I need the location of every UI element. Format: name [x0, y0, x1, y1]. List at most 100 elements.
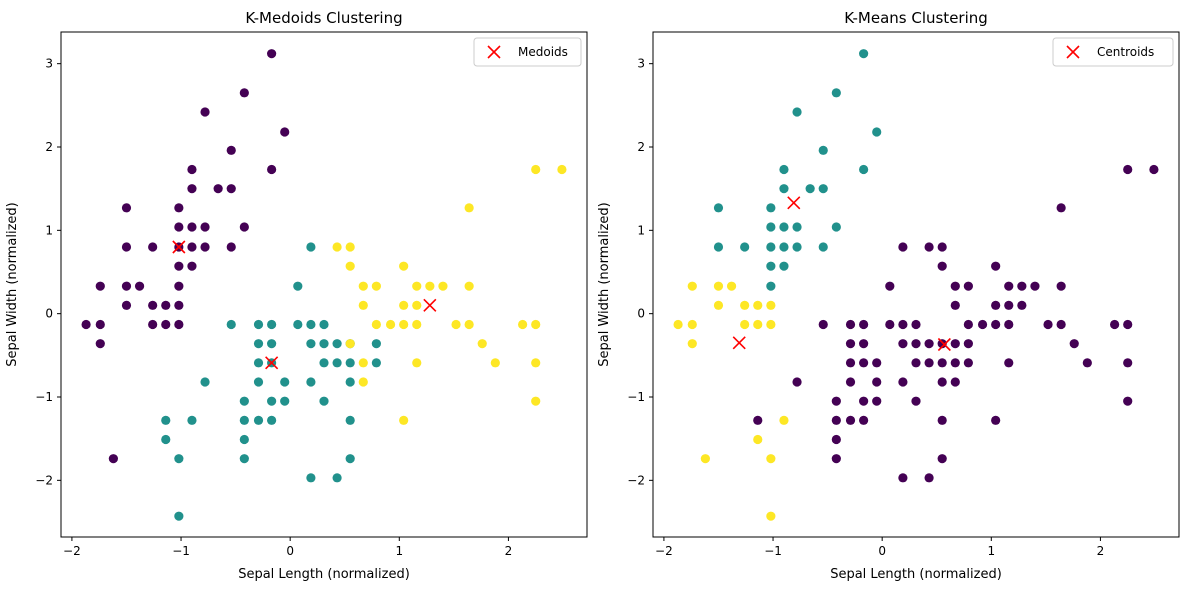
data-point [358, 300, 368, 310]
kmedoids-xtick-label: −2 [63, 544, 81, 558]
data-point [239, 415, 249, 425]
kmeans-panel: K-Means Clustering −2 −1 0 1 2 −2 −1 0 1 2 3 Sepal L… [597, 9, 1180, 582]
data-point [239, 222, 249, 232]
data-point [518, 319, 528, 330]
data-point [753, 434, 763, 445]
data-point [267, 49, 277, 59]
data-point [187, 164, 197, 175]
data-point [1056, 281, 1066, 291]
kmedoids-xtick-label: 0 [286, 544, 294, 558]
data-point [121, 203, 132, 213]
data-point [792, 222, 802, 232]
data-point [963, 319, 973, 330]
data-point [713, 281, 724, 291]
data-point [148, 300, 158, 310]
data-point [1123, 358, 1133, 368]
data-point [253, 415, 264, 425]
data-point [267, 319, 277, 330]
data-point [557, 164, 567, 175]
data-point [81, 319, 91, 330]
data-point [831, 222, 841, 232]
center-marker [732, 336, 746, 350]
data-point [1017, 300, 1027, 310]
data-point [174, 281, 184, 291]
data-point [174, 203, 184, 213]
center-marker-stroke-b [172, 240, 186, 254]
data-point [319, 396, 329, 406]
data-point [872, 396, 882, 406]
data-point [872, 358, 882, 368]
data-point [345, 339, 355, 349]
data-point [187, 261, 197, 271]
data-point [399, 300, 409, 310]
data-point [253, 358, 264, 368]
data-point [937, 454, 947, 464]
data-point [687, 281, 697, 291]
data-point [977, 319, 988, 330]
data-point [845, 358, 856, 368]
kmeans-legend-box [1052, 37, 1174, 67]
center-marker-stroke-b [787, 196, 801, 210]
kmedoids-legend: Medoids [473, 37, 582, 67]
data-point [805, 184, 815, 194]
data-point [687, 339, 697, 349]
data-point [766, 300, 776, 310]
data-point [963, 281, 973, 291]
kmedoids-ylabel: Sepal Width (normalized) [5, 202, 20, 367]
data-point [991, 415, 1001, 425]
center-marker [787, 196, 801, 210]
center-marker [172, 240, 186, 254]
data-point [213, 184, 223, 194]
data-point [713, 300, 724, 310]
kmedoids-legend-box [473, 37, 582, 67]
kmedoids-legend-marker-stroke-b [487, 45, 501, 59]
data-point [845, 415, 856, 425]
data-point [898, 473, 908, 483]
data-point [399, 261, 409, 271]
data-point [766, 511, 776, 521]
data-point [306, 377, 316, 387]
data-point [425, 281, 435, 291]
center-marker-stroke-b [937, 337, 951, 352]
kmeans-cluster-1 [713, 49, 882, 291]
data-point [924, 339, 934, 349]
data-point [950, 281, 960, 291]
data-point [239, 396, 249, 406]
data-point [371, 281, 381, 291]
data-point [779, 242, 789, 252]
kmedoids-cluster-1 [161, 242, 381, 521]
data-point [740, 300, 750, 310]
data-point [1082, 358, 1092, 368]
data-point [412, 319, 422, 330]
data-point [885, 281, 895, 291]
data-point [1017, 281, 1027, 291]
data-point [1056, 319, 1066, 330]
data-point [239, 88, 249, 98]
data-point [293, 281, 303, 291]
data-point [766, 281, 776, 291]
data-point [766, 319, 776, 330]
data-point [319, 319, 329, 330]
kmedoids-ytick-label: −1 [35, 390, 53, 404]
data-point [239, 434, 249, 445]
data-point [267, 396, 277, 406]
data-point [963, 358, 973, 368]
kmeans-ytick-label: 2 [637, 140, 645, 154]
data-point [950, 339, 960, 349]
data-point [818, 184, 828, 194]
data-point [332, 242, 342, 252]
data-point [267, 164, 277, 175]
center-marker-stroke-b [423, 298, 437, 312]
data-point [779, 415, 789, 425]
data-point [253, 377, 264, 387]
data-point [845, 377, 856, 387]
kmedoids-axes-frame [60, 31, 588, 538]
data-point [859, 164, 869, 175]
data-point [161, 434, 171, 445]
data-point [95, 339, 105, 349]
data-point [490, 358, 500, 368]
data-point [332, 358, 342, 368]
kmeans-cluster-0 [753, 164, 1159, 483]
data-point [779, 164, 789, 175]
data-point [174, 319, 184, 330]
